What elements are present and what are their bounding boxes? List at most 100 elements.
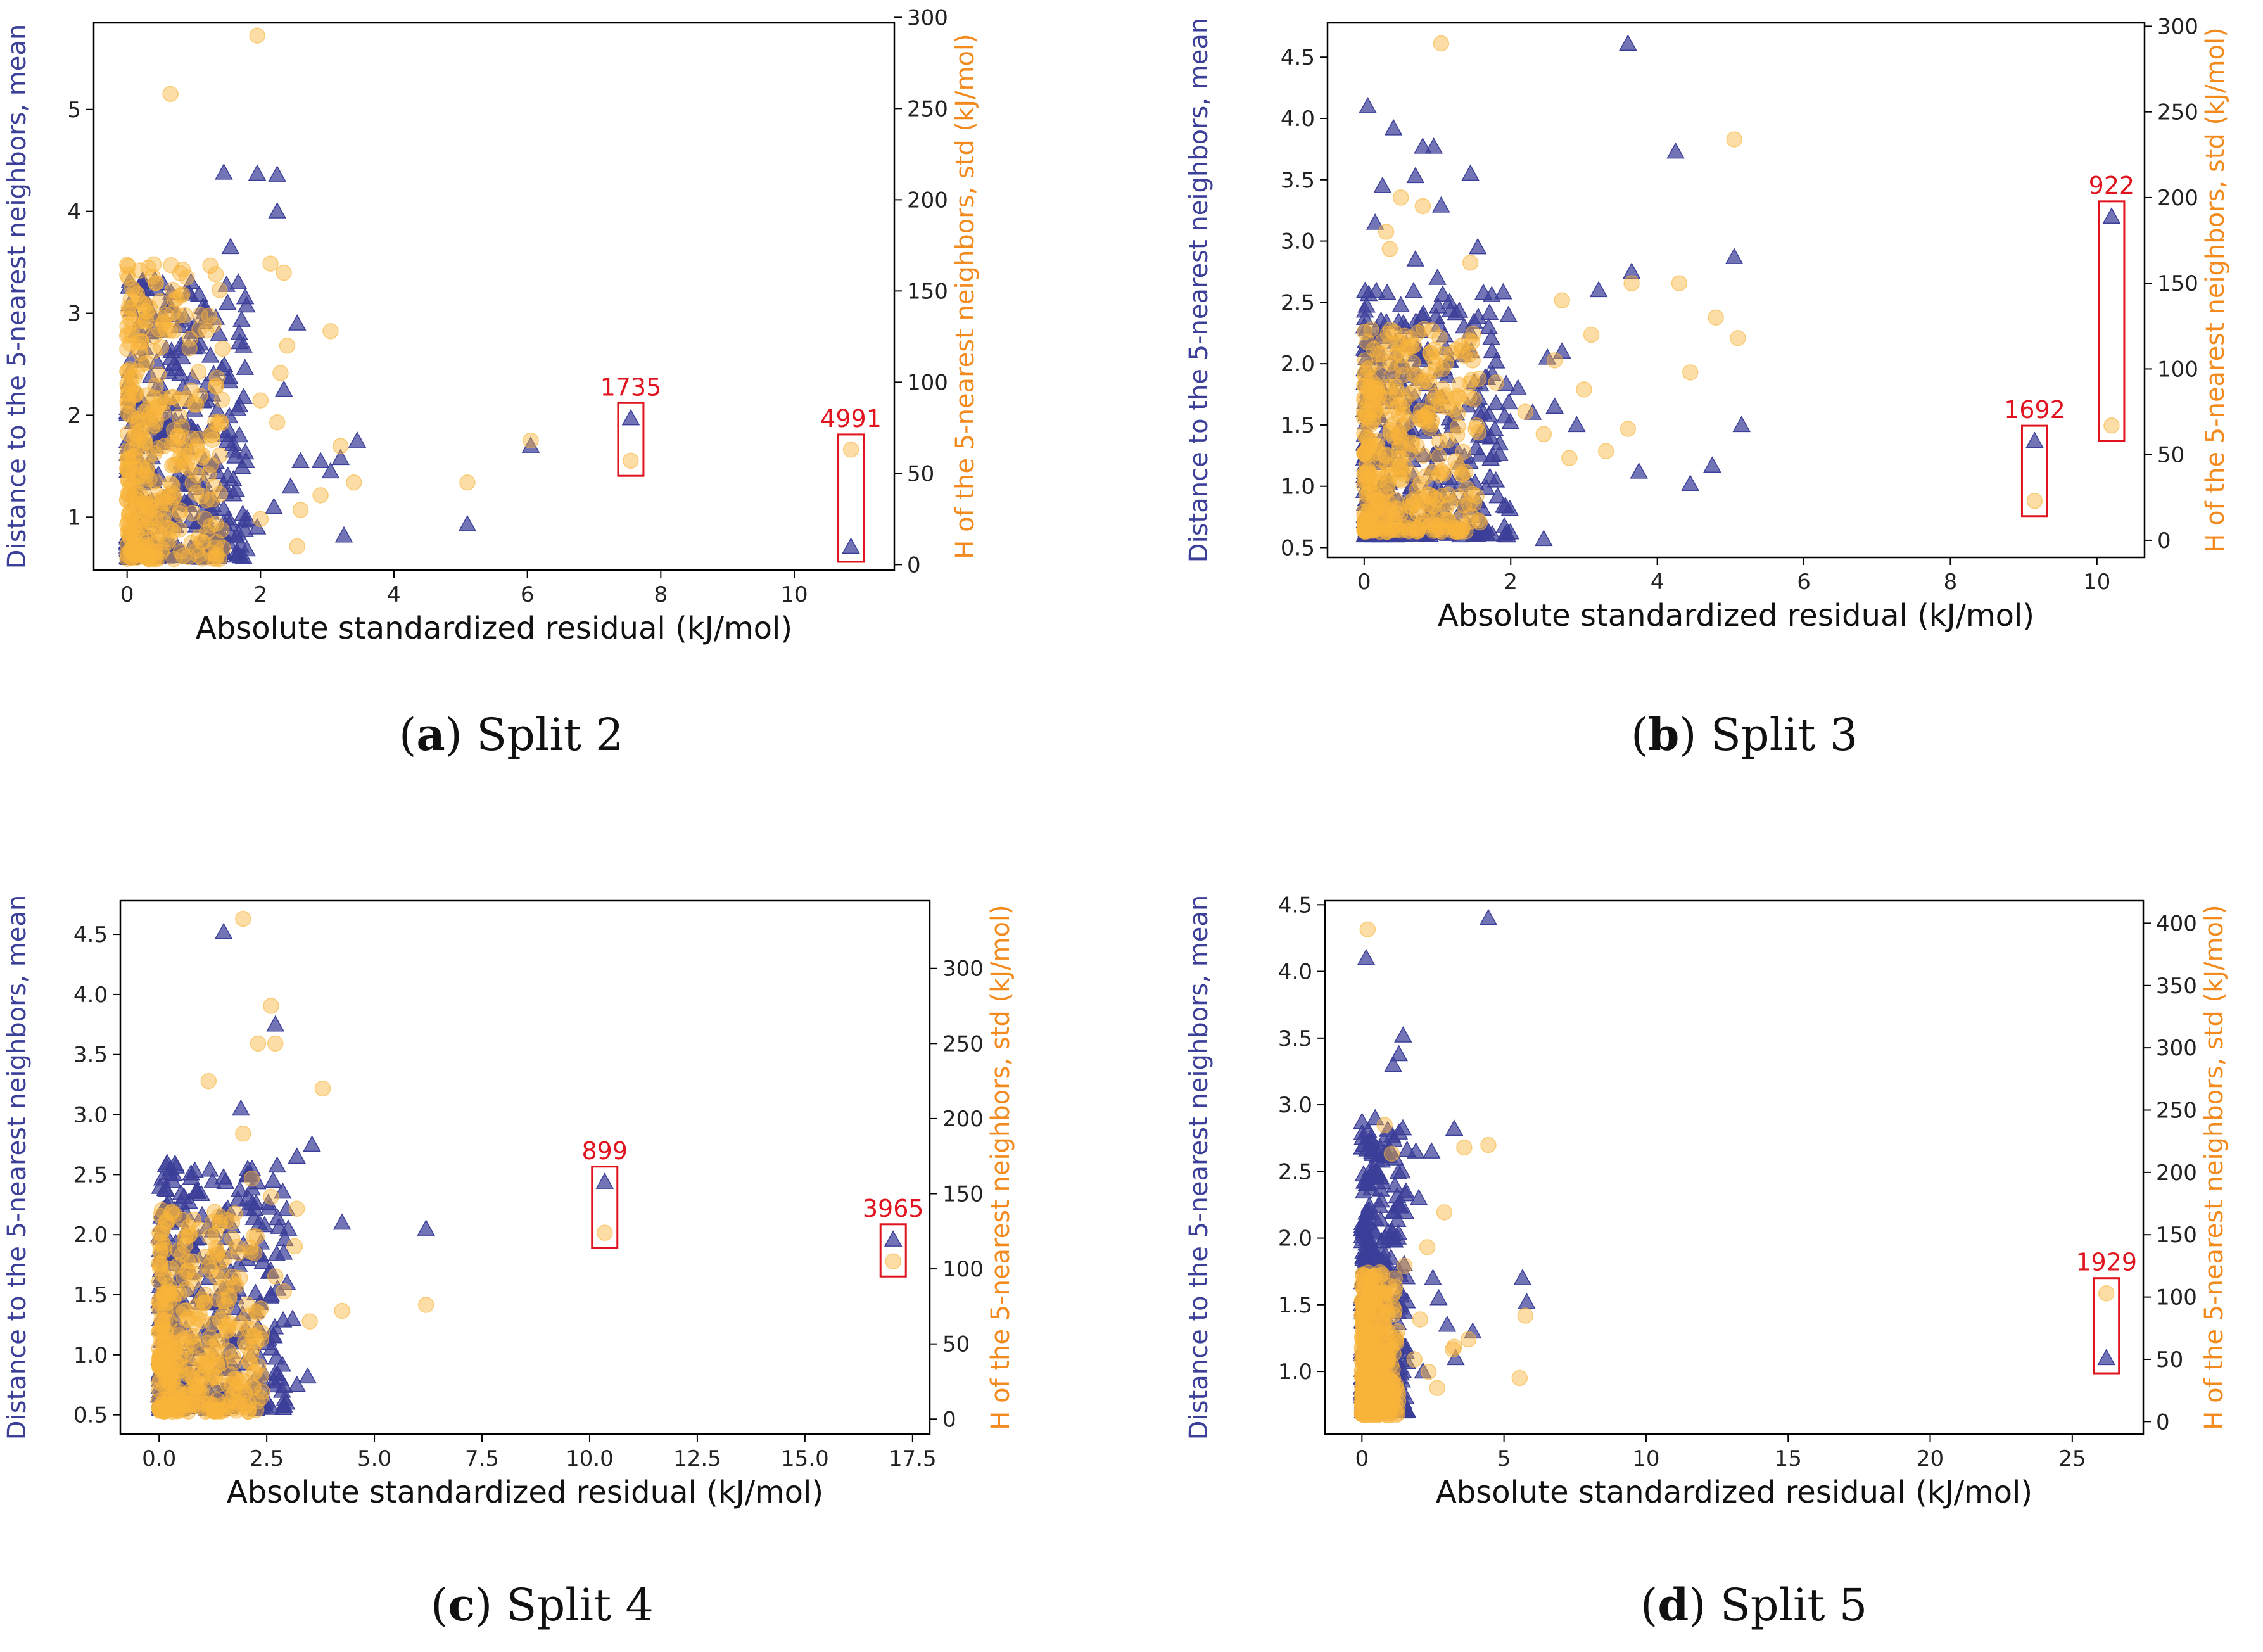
- h-std-point: [151, 1354, 168, 1371]
- h-std-point: [202, 1228, 219, 1245]
- distance-point: [298, 1367, 317, 1384]
- caption-a: (a) Split 2: [399, 708, 624, 761]
- y-tick-label: 1.5: [1278, 1293, 1312, 1318]
- h-std-point: [163, 257, 179, 274]
- h-std-point: [183, 383, 200, 399]
- h-std-point: [1400, 338, 1417, 355]
- h-std-point: [146, 343, 162, 360]
- h-std-point: [1397, 459, 1414, 475]
- h-std-point: [202, 257, 219, 274]
- h-std-point: [1416, 321, 1432, 338]
- h-std-point: [246, 1321, 263, 1338]
- h-std-point: [1366, 487, 1383, 504]
- h-std-point: [1409, 494, 1425, 511]
- distance-point: [1535, 530, 1553, 547]
- h-std-point: [134, 355, 151, 372]
- distance-point: [1479, 908, 1498, 925]
- distance-point: [200, 1160, 219, 1177]
- distance-point: [227, 480, 245, 497]
- x-tick-label: 0: [1357, 569, 1371, 595]
- distance-point: [1494, 283, 1512, 300]
- h-std-point: [156, 1378, 173, 1395]
- h-std-point: [1364, 1402, 1381, 1418]
- h-std-point: [1583, 326, 1600, 343]
- h-std-point: [1369, 381, 1386, 398]
- distance-point: [1424, 1269, 1442, 1285]
- h-std-point: [1395, 406, 1412, 423]
- distance-point: [1366, 1166, 1385, 1183]
- h-std-point: [208, 1403, 225, 1420]
- plot-frame: [119, 899, 931, 1435]
- h-std-point: [1387, 1376, 1404, 1394]
- y-tick-label: 4: [67, 200, 81, 225]
- h-std-point: [1383, 425, 1399, 442]
- y2-tick-label: 300: [2157, 14, 2198, 39]
- y-tick-label: 0.5: [1281, 536, 1315, 561]
- distance-point: [1589, 281, 1608, 298]
- h-std-point: [226, 1354, 243, 1371]
- y-tick-label: 4.0: [73, 982, 108, 1008]
- distance-point: [1545, 397, 1564, 414]
- h-std-point: [203, 457, 219, 473]
- h-std-point: [1451, 390, 1467, 406]
- h-std-point: [181, 1227, 198, 1243]
- distance-point: [1498, 526, 1516, 543]
- distance-point: [1428, 269, 1447, 285]
- h-std-point: [1369, 367, 1386, 383]
- h-std-point: [1460, 1331, 1477, 1348]
- h-std-point: [1535, 426, 1552, 442]
- y-tick-label: 1.5: [73, 1283, 108, 1308]
- y2-tick-label: 200: [2157, 186, 2198, 211]
- distance-point: [1366, 1109, 1385, 1126]
- distance-point: [221, 238, 240, 255]
- h-std-point: [1671, 275, 1688, 291]
- y-tick-label: 2.0: [1281, 352, 1315, 377]
- distance-point: [1403, 476, 1421, 493]
- h-std-point: [184, 475, 201, 492]
- distance-point: [214, 922, 233, 939]
- h-std-point: [1371, 472, 1388, 489]
- distance-point: [268, 1156, 286, 1173]
- h-std-point: [1431, 466, 1447, 483]
- h-std-point: [1445, 523, 1462, 540]
- distance-point: [1483, 364, 1502, 381]
- h-std-point: [286, 1238, 303, 1255]
- distance-point: [147, 279, 166, 296]
- h-std-point: [288, 1200, 305, 1217]
- distance-point: [1377, 313, 1396, 329]
- h-std-point: [1395, 466, 1412, 482]
- h-std-point: [171, 408, 188, 425]
- h-std-point: [1456, 497, 1473, 514]
- h-std-point: [210, 1376, 227, 1393]
- distance-point: [1356, 332, 1375, 348]
- y-tick-label: 3.0: [73, 1103, 108, 1128]
- h-std-point: [1443, 345, 1460, 362]
- h-std-point: [1424, 322, 1440, 339]
- h-std-point: [1364, 1313, 1381, 1330]
- h-std-point: [239, 1296, 256, 1312]
- h-std-point: [292, 502, 309, 518]
- h-std-point: [243, 1171, 260, 1187]
- distance-point: [291, 452, 310, 468]
- y2-axis-label: H of the 5-nearest neighbors, std (kJ/mo…: [951, 34, 980, 559]
- h-std-point: [1383, 1145, 1400, 1162]
- distance-point: [238, 509, 257, 526]
- x-tick-label: 15: [1775, 1446, 1802, 1471]
- h-std-point: [1576, 381, 1592, 398]
- h-std-point: [417, 1297, 434, 1313]
- h-std-point: [1389, 383, 1405, 400]
- h-std-point: [184, 505, 201, 521]
- h-std-point: [208, 378, 224, 395]
- h-std-point: [153, 1321, 170, 1337]
- h-std-point: [1404, 436, 1421, 453]
- x-tick-label: 15.0: [781, 1446, 829, 1471]
- distance-point: [1474, 403, 1493, 420]
- h-std-point: [1356, 523, 1373, 540]
- h-std-point: [1436, 1204, 1453, 1221]
- h-std-point: [1359, 334, 1376, 351]
- h-std-point: [122, 291, 139, 308]
- h-std-point: [597, 1224, 613, 1241]
- h-std-point: [1433, 398, 1450, 414]
- distance-point: [1365, 1222, 1384, 1239]
- distance-point: [277, 1274, 296, 1290]
